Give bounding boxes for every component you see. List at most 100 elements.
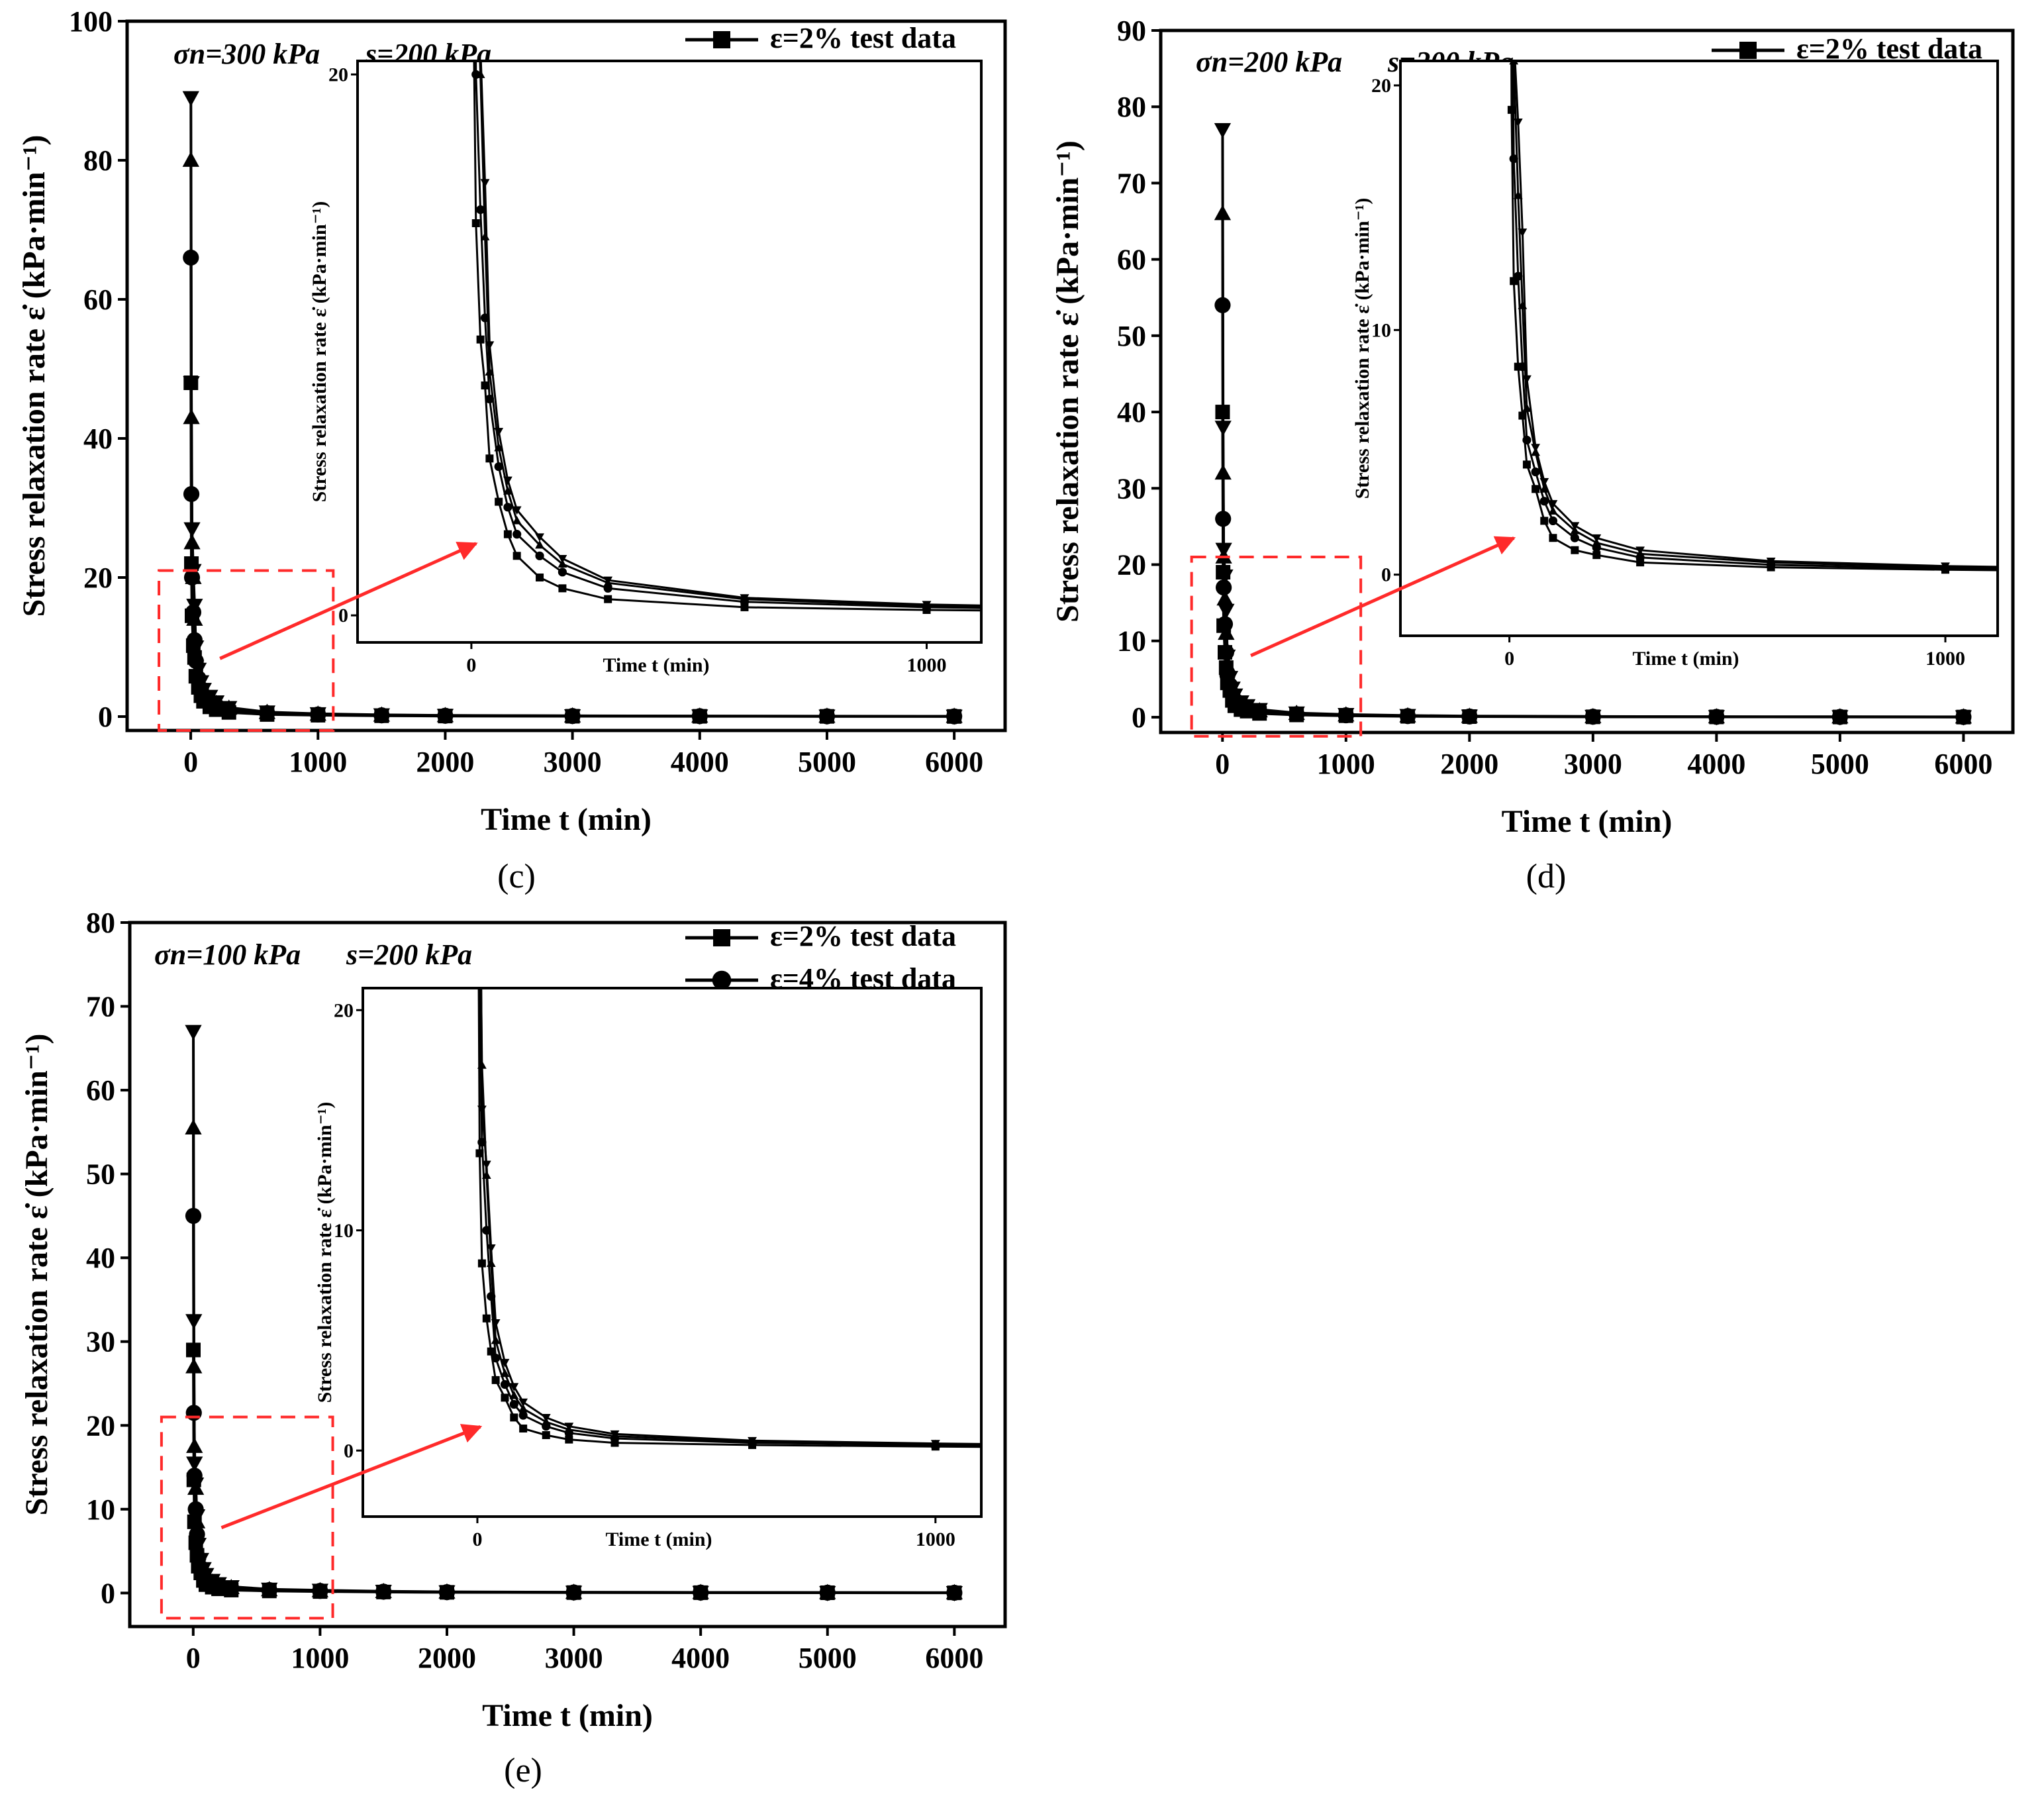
legend-marker [1739, 42, 1757, 59]
y-tick-label: 60 [86, 1074, 115, 1107]
inset-data-point [481, 1160, 491, 1170]
x-tick-label: 0 [183, 746, 198, 778]
inset-data-point [500, 1380, 510, 1389]
inset-data-point [604, 595, 612, 603]
inset-data-point [481, 381, 489, 390]
inset-data-point [1570, 533, 1579, 542]
zoom-box [1190, 556, 1363, 738]
inset-data-point [495, 497, 503, 506]
subfigure-label: (e) [504, 1752, 542, 1789]
inset-data-point [1513, 118, 1523, 127]
inset-data-point [476, 335, 485, 344]
x-tick-label: 3000 [545, 1642, 603, 1674]
chart-panel-c: 0 1000 2000 3000 4000 5000 6000020406080100Tim… [17, 5, 1159, 895]
inset-data-point [500, 1358, 510, 1368]
y-tick-label: 20 [1117, 549, 1146, 581]
inset-series-triangle-down [475, 731, 981, 1448]
y-tick-label: 40 [86, 1242, 115, 1274]
zoom-box [158, 569, 335, 732]
inset-x-axis-label: Time t (min) [605, 1529, 712, 1550]
inset-data-point [512, 506, 522, 515]
inset-series-triangle-down [479, 61, 1159, 614]
inset-data-point [1635, 546, 1645, 555]
inset-data-point [503, 530, 512, 538]
inset-y-axis-label: Stress relaxation rate ε̇ (kPa·min⁻¹) [1351, 198, 1373, 499]
inset-series-square [471, 61, 1158, 616]
series-triangle-down [185, 1025, 963, 1602]
inset-data-point [503, 503, 512, 512]
x-tick-label: 1000 [291, 1642, 349, 1674]
data-point [1218, 603, 1235, 619]
legend-entry: ε=2% test data [770, 920, 956, 952]
x-tick-label: 2000 [416, 746, 474, 778]
inset-x-axis-label: Time t (min) [603, 654, 709, 676]
inset-x-tick-label: 0 [466, 654, 476, 676]
plot-frame [125, 19, 1007, 732]
x-tick-label: 0 [1215, 748, 1230, 780]
inset-data-point [603, 576, 613, 585]
data-point [183, 376, 200, 392]
inset-data-point [477, 1259, 486, 1268]
data-point [692, 1585, 709, 1601]
inset-data-point [558, 584, 567, 593]
data-point [222, 1580, 240, 1596]
inset-data-point [1539, 477, 1549, 487]
inset-x-axis-label: Time t (min) [1632, 648, 1739, 670]
data-point [438, 1585, 456, 1601]
x-tick-label: 4000 [671, 746, 729, 778]
plot-frame [128, 921, 1007, 1629]
inset-data-point [535, 540, 544, 549]
data-point [187, 640, 205, 656]
data-point [188, 1509, 206, 1525]
y-tick-label: 0 [98, 701, 113, 733]
inset-data-point [501, 1393, 509, 1402]
inset-data-point [487, 1347, 495, 1356]
data-point [1399, 709, 1416, 725]
y-tick-label: 0 [101, 1577, 115, 1609]
x-tick-label: 1000 [1317, 748, 1375, 780]
data-point [1461, 709, 1478, 725]
data-point [1338, 708, 1355, 724]
inset-plot: 0 1000 0 10 20 Time t (min) Stress relaxation … [1351, 60, 1999, 670]
inset-data-point [1149, 605, 1159, 614]
x-tick-label: 4000 [671, 1642, 730, 1674]
data-point [187, 1477, 205, 1493]
inset-series-group [475, 731, 1169, 1451]
x-tick-label: 4000 [1687, 748, 1745, 780]
y-tick-label: 10 [1117, 625, 1146, 658]
inset-data-point [503, 476, 512, 485]
inset-data-point [1539, 484, 1549, 493]
inset-data-point [1539, 497, 1549, 506]
data-point [1219, 649, 1236, 665]
data-point [189, 1538, 207, 1554]
inset-data-point [748, 1436, 757, 1446]
data-point [946, 1585, 963, 1602]
inset-y-tick-label: 20 [1371, 75, 1391, 97]
inset-data-point [1540, 517, 1549, 525]
inset-data-point [475, 731, 485, 740]
data-point [1584, 709, 1602, 726]
x-tick-label: 1000 [289, 746, 347, 778]
y-tick-label: 70 [1117, 167, 1146, 199]
inset-data-point [1592, 534, 1602, 543]
y-tick-label: 60 [83, 283, 113, 316]
y-tick-label: 20 [86, 1409, 115, 1442]
inset-data-point [512, 516, 522, 525]
data-point [563, 709, 581, 725]
chart-panel-d: 0 1000 2000 3000 4000 5000 6000010203040506070… [1050, 15, 2015, 895]
data-point [185, 1025, 202, 1040]
inset-data-point [1532, 485, 1540, 493]
y-tick-label: 50 [1117, 320, 1146, 352]
inset-data-point [491, 1335, 501, 1344]
inset-x-tick-label: 1000 [916, 1529, 955, 1550]
inset-data-point [510, 1413, 518, 1422]
inset-data-point [1150, 608, 1158, 616]
data-point [1831, 710, 1849, 726]
y-axis-label: Stress relaxation rate ε̇ (kPa·min⁻¹) [1050, 140, 1085, 623]
inset-data-point [1518, 228, 1528, 237]
data-point [185, 1314, 203, 1330]
inset-data-point [1160, 1442, 1169, 1450]
sigma-annotation: σn=200 kPa [1196, 46, 1342, 78]
data-point [1221, 671, 1239, 687]
